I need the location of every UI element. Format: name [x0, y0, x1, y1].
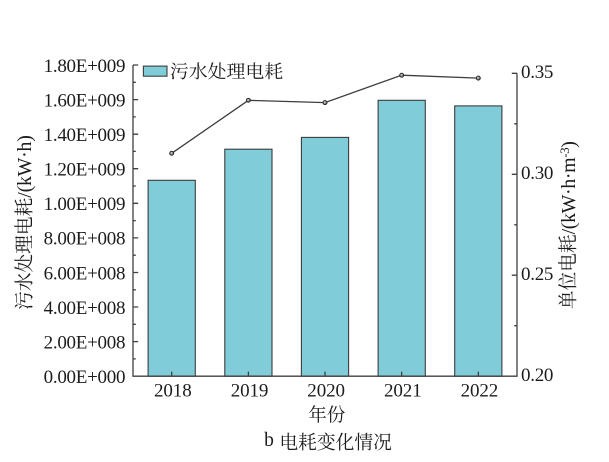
svg-text:2018: 2018 [154, 380, 192, 401]
svg-text:/(kW·h·m-3): /(kW·h·m-3) [558, 141, 580, 234]
svg-text:2019: 2019 [231, 380, 269, 401]
svg-text:2020: 2020 [307, 380, 345, 401]
svg-text:0.25: 0.25 [521, 264, 553, 285]
svg-text:8.00E+008: 8.00E+008 [44, 229, 126, 250]
svg-text:1.00E+009: 1.00E+009 [44, 194, 126, 215]
svg-text:4.00E+008: 4.00E+008 [44, 298, 126, 319]
svg-text:6.00E+008: 6.00E+008 [44, 263, 126, 284]
svg-text:0.35: 0.35 [521, 62, 553, 83]
svg-text:0.00E+000: 0.00E+000 [44, 367, 126, 388]
svg-text:2021: 2021 [384, 380, 422, 401]
svg-text:1.80E+009: 1.80E+009 [44, 56, 126, 77]
svg-text:1.20E+009: 1.20E+009 [44, 160, 126, 181]
svg-text:0.20: 0.20 [521, 365, 553, 386]
svg-text:2022: 2022 [461, 380, 499, 401]
svg-text:1.40E+009: 1.40E+009 [44, 125, 126, 146]
svg-text:2.00E+008: 2.00E+008 [44, 332, 126, 353]
svg-text:0.30: 0.30 [521, 163, 553, 184]
svg-text:/(kW·h): /(kW·h) [14, 135, 36, 197]
svg-text:b: b [264, 430, 274, 451]
svg-text:1.60E+009: 1.60E+009 [44, 90, 126, 111]
